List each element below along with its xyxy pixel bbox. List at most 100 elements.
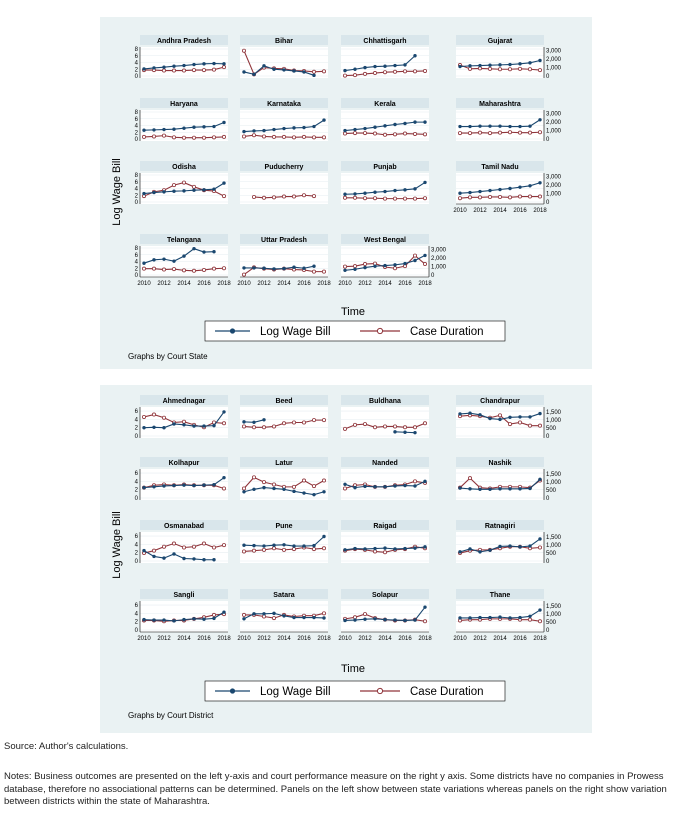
- legend-log-wage-bill-label: Log Wage Bill: [260, 326, 331, 338]
- panel-header-beed: [240, 395, 328, 405]
- log-wage-bill-point: [182, 254, 186, 258]
- log-wage-bill-point: [363, 265, 367, 270]
- log-wage-bill-point: [518, 415, 522, 419]
- x-axis-label: Time: [341, 306, 365, 318]
- panel-title-kerala: Kerala: [374, 101, 396, 108]
- case-duration-point: [271, 482, 276, 487]
- right-tick-label: 500: [546, 426, 557, 432]
- case-duration-point: [142, 414, 147, 419]
- log-wage-bill-point: [508, 487, 512, 491]
- x-tick-label: 2010: [237, 281, 251, 287]
- case-duration-point: [487, 66, 492, 71]
- panel-header-andhra-pradesh: [140, 35, 228, 45]
- log-wage-bill-point: [413, 546, 417, 550]
- log-wage-bill-point: [403, 63, 407, 67]
- legend-case-duration-label: Case Duration: [410, 686, 484, 698]
- log-wage-bill-point: [508, 415, 512, 420]
- log-wage-bill-point: [282, 543, 286, 547]
- log-wage-bill-point: [222, 120, 226, 125]
- panel-title-haryana: Haryana: [170, 101, 198, 108]
- case-duration-point: [362, 612, 367, 617]
- log-wage-bill-point: [172, 64, 176, 68]
- case-duration-point: [202, 541, 207, 546]
- log-wage-bill-point: [172, 422, 176, 426]
- log-wage-bill-point: [322, 490, 326, 494]
- x-tick-label: 2012: [473, 636, 487, 642]
- x-tick-label: 2010: [338, 636, 352, 642]
- log-wage-bill-point: [498, 63, 502, 67]
- case-duration-point: [291, 484, 296, 489]
- log-wage-bill-point: [518, 62, 522, 66]
- case-duration-point: [261, 195, 266, 200]
- log-wage-bill-point: [322, 118, 326, 122]
- case-duration-point: [152, 134, 157, 139]
- log-wage-bill-point: [468, 547, 472, 551]
- log-wage-bill-point: [282, 266, 286, 271]
- left-tick-label: 4: [135, 260, 139, 266]
- left-tick-label: 8: [135, 246, 139, 252]
- left-tick-label: 2: [135, 266, 139, 272]
- log-wage-bill-point: [222, 181, 226, 185]
- panel-header-maharashtra: [456, 98, 544, 108]
- left-tick-label: 4: [135, 124, 139, 130]
- left-tick-label: 4: [135, 187, 139, 193]
- x-tick-label: 2012: [257, 636, 271, 642]
- log-wage-bill-point: [468, 411, 472, 415]
- case-duration-point: [321, 418, 326, 423]
- case-duration-point: [281, 547, 286, 552]
- case-duration-point: [537, 68, 542, 73]
- case-duration-point: [212, 67, 217, 72]
- log-wage-bill-point: [353, 485, 357, 490]
- log-wage-bill-point: [478, 189, 482, 194]
- log-wage-bill-point: [528, 61, 532, 65]
- y-axis-label: Log Wage Bill: [111, 158, 123, 225]
- log-wage-bill-point: [468, 64, 472, 68]
- legend-box: [204, 680, 506, 702]
- log-wage-bill-point: [302, 266, 306, 270]
- panel-title-latur: Latur: [275, 460, 293, 467]
- right-tick-label: 1,000: [546, 192, 562, 198]
- case-duration-point: [362, 422, 367, 427]
- log-wage-bill-point: [508, 616, 512, 620]
- case-duration-point: [342, 264, 347, 269]
- case-duration-point: [467, 131, 472, 136]
- log-wage-bill-point: [272, 127, 276, 132]
- panel-header-karnataka: [240, 98, 328, 108]
- x-tick-label: 2010: [237, 636, 251, 642]
- panel-header-solapur: [341, 589, 429, 599]
- panel-header-telangana: [140, 234, 228, 244]
- case-duration-point: [311, 418, 316, 423]
- left-tick-label: 6: [135, 603, 139, 609]
- x-tick-label: 2012: [157, 281, 171, 287]
- log-wage-bill-point: [202, 250, 206, 254]
- log-wage-bill-point: [538, 411, 542, 416]
- log-wage-bill-point: [508, 124, 512, 129]
- log-wage-bill-point: [242, 266, 246, 270]
- case-duration-point: [487, 194, 492, 199]
- log-wage-bill-point: [343, 618, 347, 623]
- case-duration-point: [192, 135, 197, 140]
- log-wage-bill-point: [518, 545, 522, 549]
- log-wage-bill-point: [518, 615, 522, 620]
- panel-punjab: Punjab: [341, 161, 429, 204]
- case-duration-point: [527, 194, 532, 199]
- log-wage-bill-point: [242, 543, 246, 547]
- case-duration-point: [271, 134, 276, 139]
- case-duration-point: [202, 267, 207, 272]
- log-wage-bill-point: [458, 191, 462, 195]
- left-tick-label: 4: [135, 611, 139, 617]
- log-wage-bill-point: [393, 430, 397, 434]
- case-duration-point: [182, 419, 187, 424]
- log-wage-bill-point: [162, 190, 166, 194]
- log-wage-bill-point: [242, 70, 246, 74]
- case-duration-point: [152, 548, 157, 553]
- log-wage-bill-point: [383, 546, 387, 550]
- panel-title-uttar-pradesh: Uttar Pradesh: [261, 237, 307, 244]
- case-duration-point: [537, 545, 542, 550]
- x-tick-label: 2016: [398, 636, 412, 642]
- case-duration-point: [507, 67, 512, 72]
- log-wage-bill-point: [353, 267, 357, 271]
- case-duration-point: [457, 131, 462, 136]
- log-wage-bill-point: [312, 73, 316, 78]
- right-tick-label: 2,000: [546, 120, 562, 126]
